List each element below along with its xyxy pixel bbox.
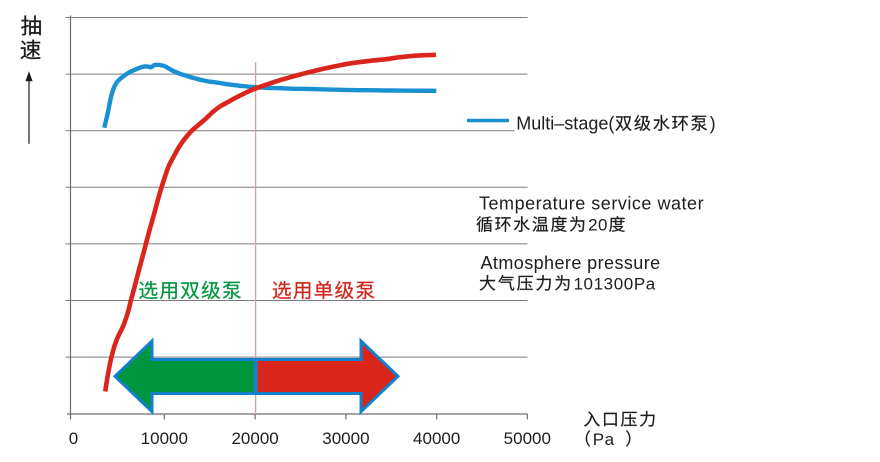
svg-text:30000: 30000 [322,429,369,448]
svg-text:20000: 20000 [231,429,278,448]
svg-text:0: 0 [69,429,78,448]
svg-text:Atmosphere pressure: Atmosphere pressure [481,253,661,273]
svg-text:101300Pa: 101300Pa [574,274,656,293]
svg-text:Pa: Pa [593,430,615,449]
svg-text:40000: 40000 [413,429,460,448]
svg-text:Multi–stage(: Multi–stage( [516,114,614,134]
svg-text:): ) [710,114,716,134]
svg-text:10000: 10000 [141,429,188,448]
svg-text:50000: 50000 [504,429,551,448]
svg-text:Temperature service water: Temperature service water [479,193,704,213]
svg-text:20: 20 [588,216,608,235]
